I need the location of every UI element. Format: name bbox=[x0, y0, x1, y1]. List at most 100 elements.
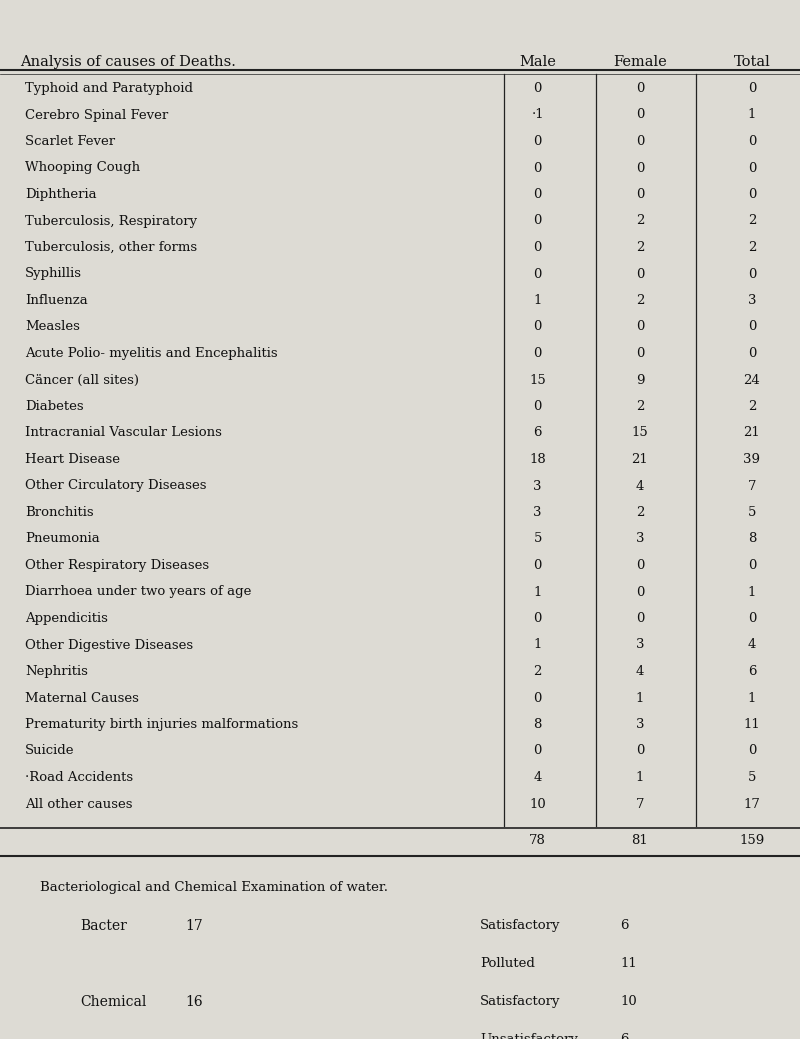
Text: 0: 0 bbox=[534, 82, 542, 95]
Text: 0: 0 bbox=[534, 135, 542, 148]
Text: Prematurity birth injuries malformations: Prematurity birth injuries malformations bbox=[25, 718, 298, 731]
Text: Analysis of causes of Deaths.: Analysis of causes of Deaths. bbox=[20, 55, 236, 69]
Text: 0: 0 bbox=[636, 612, 644, 625]
Text: 6: 6 bbox=[620, 920, 629, 932]
Text: Typhoid and Paratyphoid: Typhoid and Paratyphoid bbox=[25, 82, 193, 95]
Text: 1: 1 bbox=[636, 771, 644, 784]
Text: 0: 0 bbox=[748, 612, 756, 625]
Text: Tuberculosis, Respiratory: Tuberculosis, Respiratory bbox=[25, 214, 197, 228]
Text: Whooping Cough: Whooping Cough bbox=[25, 161, 140, 175]
Text: 21: 21 bbox=[744, 426, 760, 439]
Text: 0: 0 bbox=[748, 82, 756, 95]
Text: 24: 24 bbox=[744, 373, 760, 387]
Text: 6: 6 bbox=[748, 665, 756, 678]
Text: Syphillis: Syphillis bbox=[25, 267, 82, 281]
Text: 0: 0 bbox=[534, 214, 542, 228]
Text: 0: 0 bbox=[636, 82, 644, 95]
Text: 3: 3 bbox=[534, 480, 542, 492]
Text: 4: 4 bbox=[636, 480, 644, 492]
Text: 0: 0 bbox=[534, 347, 542, 359]
Text: Diabetes: Diabetes bbox=[25, 400, 84, 412]
Text: 2: 2 bbox=[748, 400, 756, 412]
Text: 0: 0 bbox=[534, 241, 542, 254]
Text: 0: 0 bbox=[534, 692, 542, 704]
Text: 11: 11 bbox=[620, 957, 637, 970]
Text: 0: 0 bbox=[636, 559, 644, 572]
Text: Other Respiratory Diseases: Other Respiratory Diseases bbox=[25, 559, 209, 572]
Text: Pneumonia: Pneumonia bbox=[25, 533, 100, 545]
Text: 9: 9 bbox=[636, 373, 644, 387]
Text: 0: 0 bbox=[636, 320, 644, 334]
Text: 5: 5 bbox=[748, 771, 756, 784]
Text: 0: 0 bbox=[636, 267, 644, 281]
Text: Male: Male bbox=[519, 55, 556, 69]
Text: Bronchitis: Bronchitis bbox=[25, 506, 94, 520]
Text: Cäncer (all sites): Cäncer (all sites) bbox=[25, 373, 139, 387]
Text: 3: 3 bbox=[748, 294, 756, 307]
Text: 0: 0 bbox=[534, 400, 542, 412]
Text: 1: 1 bbox=[748, 586, 756, 598]
Text: 15: 15 bbox=[530, 373, 546, 387]
Text: 0: 0 bbox=[534, 559, 542, 572]
Text: Diarrhoea under two years of age: Diarrhoea under two years of age bbox=[25, 586, 251, 598]
Text: Female: Female bbox=[613, 55, 667, 69]
Text: 0: 0 bbox=[534, 188, 542, 201]
Text: 3: 3 bbox=[534, 506, 542, 520]
Text: 3: 3 bbox=[636, 718, 644, 731]
Text: 2: 2 bbox=[748, 214, 756, 228]
Text: Polluted: Polluted bbox=[480, 957, 535, 970]
Text: 2: 2 bbox=[748, 241, 756, 254]
Text: ·Road Accidents: ·Road Accidents bbox=[25, 771, 133, 784]
Text: 0: 0 bbox=[636, 161, 644, 175]
Text: Cerebro Spinal Fever: Cerebro Spinal Fever bbox=[25, 108, 168, 122]
Text: 1: 1 bbox=[748, 108, 756, 122]
Text: 21: 21 bbox=[632, 453, 648, 467]
Text: 0: 0 bbox=[748, 267, 756, 281]
Text: 3: 3 bbox=[636, 639, 644, 651]
Text: 4: 4 bbox=[636, 665, 644, 678]
Text: 0: 0 bbox=[636, 745, 644, 757]
Text: Influenza: Influenza bbox=[25, 294, 88, 307]
Text: 0: 0 bbox=[748, 320, 756, 334]
Text: 0: 0 bbox=[636, 108, 644, 122]
Text: Other Digestive Diseases: Other Digestive Diseases bbox=[25, 639, 193, 651]
Text: 18: 18 bbox=[530, 453, 546, 467]
Text: Intracranial Vascular Lesions: Intracranial Vascular Lesions bbox=[25, 426, 222, 439]
Text: 8: 8 bbox=[534, 718, 542, 731]
Text: 10: 10 bbox=[620, 995, 637, 1008]
Text: 0: 0 bbox=[534, 320, 542, 334]
Text: 8: 8 bbox=[748, 533, 756, 545]
Text: 1: 1 bbox=[534, 586, 542, 598]
Text: 0: 0 bbox=[534, 267, 542, 281]
Text: 2: 2 bbox=[636, 294, 644, 307]
Text: 0: 0 bbox=[636, 347, 644, 359]
Text: 4: 4 bbox=[748, 639, 756, 651]
Text: Unsatisfactory: Unsatisfactory bbox=[480, 1033, 578, 1039]
Text: 17: 17 bbox=[743, 798, 761, 810]
Text: 2: 2 bbox=[534, 665, 542, 678]
Text: 2: 2 bbox=[636, 241, 644, 254]
Text: 7: 7 bbox=[748, 480, 756, 492]
Text: 6: 6 bbox=[534, 426, 542, 439]
Text: 15: 15 bbox=[632, 426, 648, 439]
Text: 78: 78 bbox=[529, 834, 546, 847]
Text: 4: 4 bbox=[534, 771, 542, 784]
Text: 17: 17 bbox=[185, 920, 202, 933]
Text: 0: 0 bbox=[748, 347, 756, 359]
Text: 0: 0 bbox=[534, 161, 542, 175]
Text: Bacter: Bacter bbox=[80, 920, 127, 933]
Text: 1: 1 bbox=[534, 294, 542, 307]
Text: Chemical: Chemical bbox=[80, 995, 146, 1009]
Text: Appendicitis: Appendicitis bbox=[25, 612, 108, 625]
Text: 0: 0 bbox=[748, 188, 756, 201]
Text: 6: 6 bbox=[620, 1033, 629, 1039]
Text: Other Circulatory Diseases: Other Circulatory Diseases bbox=[25, 480, 206, 492]
Text: 1: 1 bbox=[636, 692, 644, 704]
Text: 1: 1 bbox=[534, 639, 542, 651]
Text: 0: 0 bbox=[636, 586, 644, 598]
Text: 11: 11 bbox=[744, 718, 760, 731]
Text: ·1: ·1 bbox=[531, 108, 544, 122]
Text: 0: 0 bbox=[748, 745, 756, 757]
Text: Satisfactory: Satisfactory bbox=[480, 995, 561, 1008]
Text: 2: 2 bbox=[636, 214, 644, 228]
